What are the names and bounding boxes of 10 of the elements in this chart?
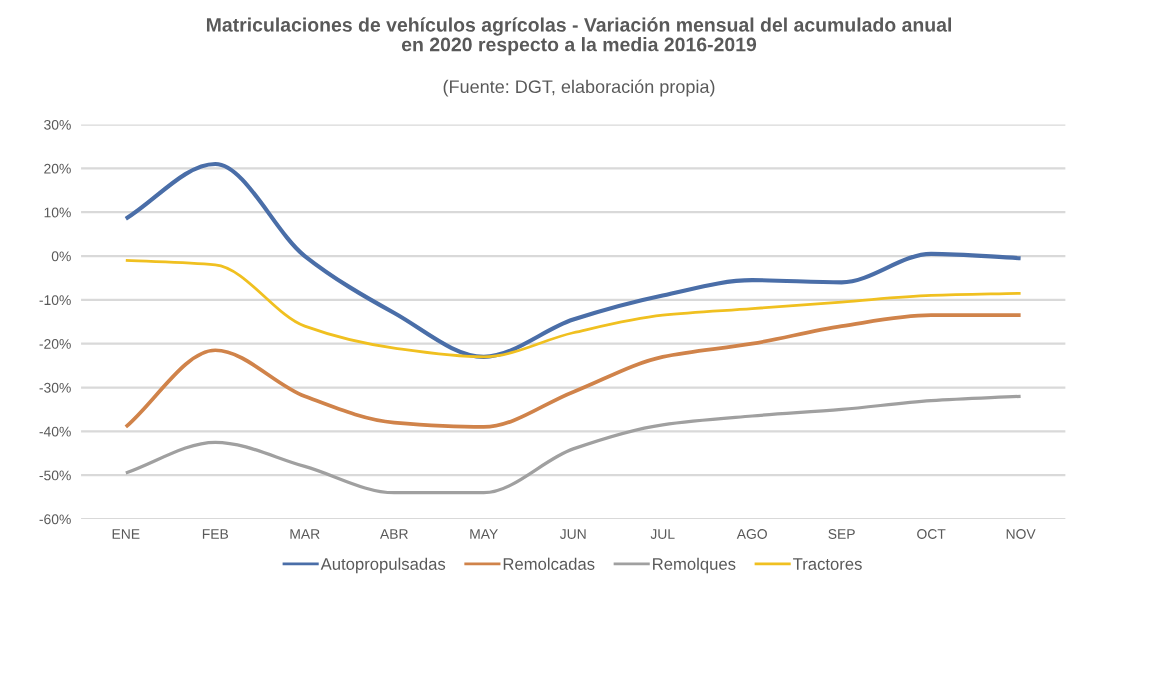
chart-title: Matriculaciones de vehículos agrícolas - Variación mensual del acumulado anual en 2020 respecto a la media 2016-2019: [206, 17, 952, 56]
line-series: [123, 313, 1023, 429]
line-series: [124, 394, 1023, 495]
legend-label: Remolcadas: [503, 557, 595, 570]
line-series: [124, 259, 1023, 359]
legend-label: Tractores: [793, 558, 862, 570]
legend-label: Remolques: [653, 557, 736, 574]
line-series: [123, 161, 1023, 359]
legend-label: Autopropulsadas: [320, 557, 446, 574]
text: (Fuente: DGT, elaboración propia): [443, 79, 715, 97]
